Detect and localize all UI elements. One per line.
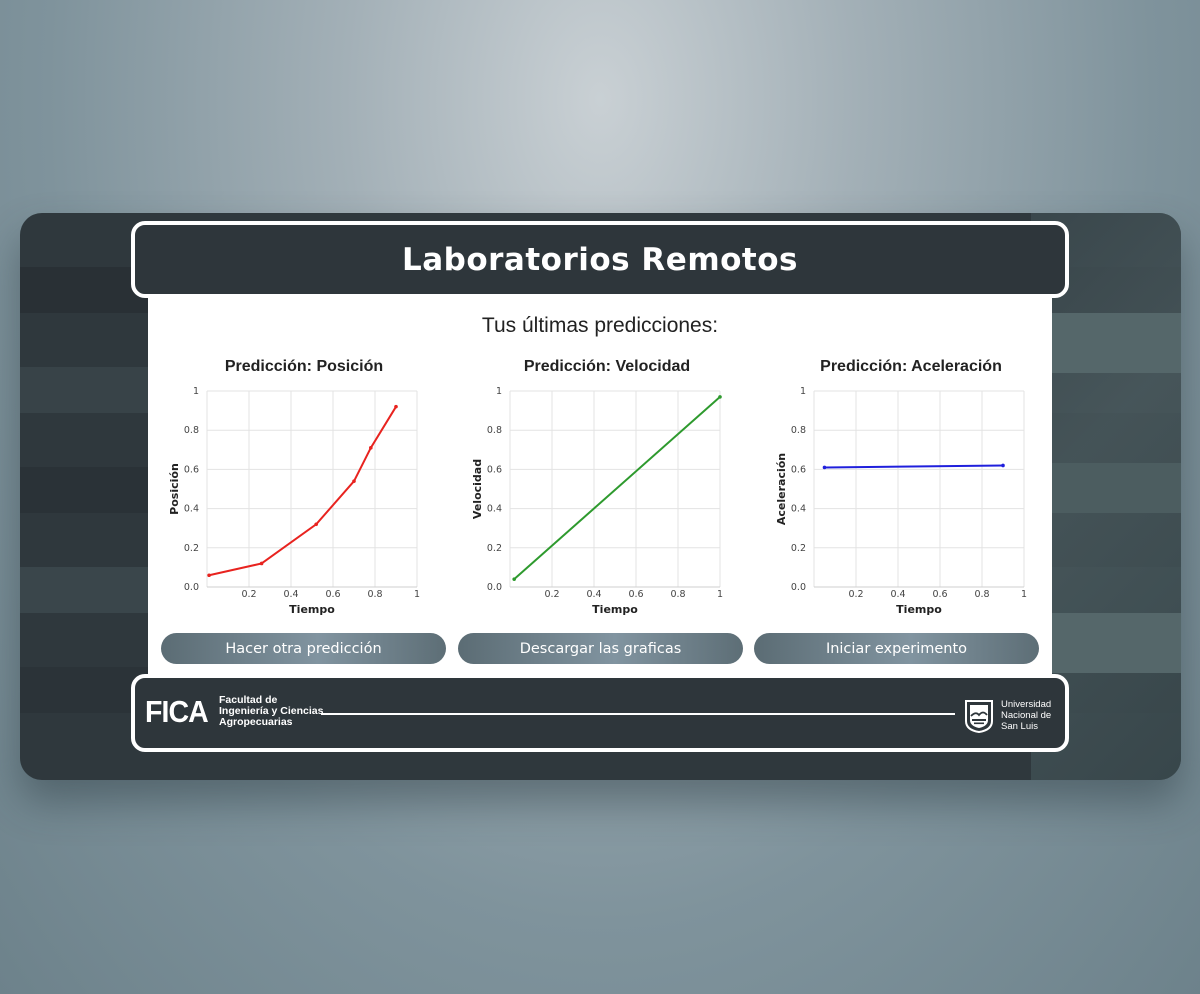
x-tick-label: 0.4 (890, 589, 905, 600)
chart-title: Predicción: Aceleración (820, 358, 1002, 375)
data-point (512, 577, 516, 581)
x-tick-label: 1 (414, 589, 420, 600)
start-experiment-button[interactable]: Iniciar experimento (754, 633, 1039, 664)
data-point (207, 573, 211, 578)
content-panel (148, 278, 1052, 678)
y-tick-label: 0.4 (791, 504, 806, 515)
acceleration-chart: Predicción: Aceleración 0.0 0.2 0.4 0.6 0.8 1 0… (771, 350, 1061, 625)
footer-bar: FICA Facultad de Ingeniería y Ciencias A… (131, 674, 1069, 752)
chart-title: Predicción: Velocidad (524, 358, 690, 375)
x-axis-label: Tiempo (289, 603, 335, 616)
series-line (824, 464, 1004, 469)
download-charts-button[interactable]: Descargar las graficas (458, 633, 743, 664)
y-tick-label: 0.2 (791, 543, 806, 554)
data-point (822, 465, 827, 470)
chart-grid (206, 390, 418, 588)
y-tick-label: 0.8 (184, 425, 199, 436)
x-tick-label: 0.6 (932, 589, 947, 600)
y-tick-label: 0.6 (487, 464, 502, 475)
chart-grid (813, 390, 1025, 588)
y-tick-label: 0.4 (487, 504, 502, 515)
y-tick-label: 0.4 (184, 504, 199, 515)
x-tick-label: 0.6 (628, 589, 643, 600)
unsl-name: Universidad Nacional de San Luis (1001, 699, 1052, 732)
chart-title: Predicción: Posición (225, 358, 383, 375)
velocity-chart: Predicción: Velocidad 0.0 0.2 0.4 0.6 0.8 1 0.2… (467, 350, 757, 625)
data-point (394, 404, 398, 409)
x-tick-label: 0.8 (367, 589, 382, 600)
data-point (314, 522, 318, 527)
x-tick-label: 1 (717, 589, 723, 600)
x-tick-label: 1 (1021, 589, 1027, 600)
app-title: Laboratorios Remotos (401, 241, 798, 278)
data-point (1001, 463, 1005, 468)
y-tick-label: 0.0 (487, 582, 502, 593)
y-tick-label: 1 (193, 386, 199, 397)
y-tick-label: 1 (800, 386, 806, 397)
x-tick-label: 0.8 (974, 589, 989, 600)
y-tick-label: 0.2 (487, 543, 502, 554)
predictions-heading: Tus últimas predicciones: (481, 314, 719, 337)
footer-divider (321, 713, 955, 715)
data-point (259, 561, 264, 566)
fica-logo: FICA (145, 694, 209, 729)
data-point (718, 395, 722, 399)
y-tick-label: 0.8 (487, 425, 502, 436)
new-prediction-button[interactable]: Hacer otra predicción (161, 633, 446, 664)
y-tick-label: 0.6 (184, 464, 199, 475)
y-axis-label: Velocidad (471, 459, 484, 519)
x-tick-label: 0.6 (325, 589, 340, 600)
x-tick-label: 0.4 (283, 589, 298, 600)
fica-name: Facultad de Ingeniería y Ciencias Agrope… (219, 694, 324, 728)
y-tick-label: 0.2 (184, 543, 199, 554)
y-tick-label: 0.0 (184, 582, 199, 593)
series-line (208, 406, 397, 577)
x-tick-label: 0.8 (670, 589, 685, 600)
x-tick-label: 0.2 (848, 589, 863, 600)
series-line (513, 396, 721, 580)
y-axis-label: Aceleración (775, 453, 788, 525)
position-chart: Predicción: Posición 0.0 0.2 0.4 0.6 0.8 1 0.2 0… (164, 350, 454, 625)
app-header: Laboratorios Remotos (131, 221, 1069, 298)
x-tick-label: 0.2 (241, 589, 256, 600)
y-tick-label: 0.6 (791, 464, 806, 475)
x-axis-label: Tiempo (592, 603, 638, 616)
y-tick-label: 1 (496, 386, 502, 397)
x-tick-label: 0.4 (586, 589, 601, 600)
data-point (369, 446, 373, 450)
y-tick-label: 0.8 (791, 425, 806, 436)
x-axis-label: Tiempo (896, 603, 942, 616)
unsl-shield-icon (965, 700, 993, 733)
y-axis-label: Posición (168, 463, 181, 515)
data-point (352, 479, 356, 483)
y-tick-label: 0.0 (791, 582, 806, 593)
x-tick-label: 0.2 (544, 589, 559, 600)
